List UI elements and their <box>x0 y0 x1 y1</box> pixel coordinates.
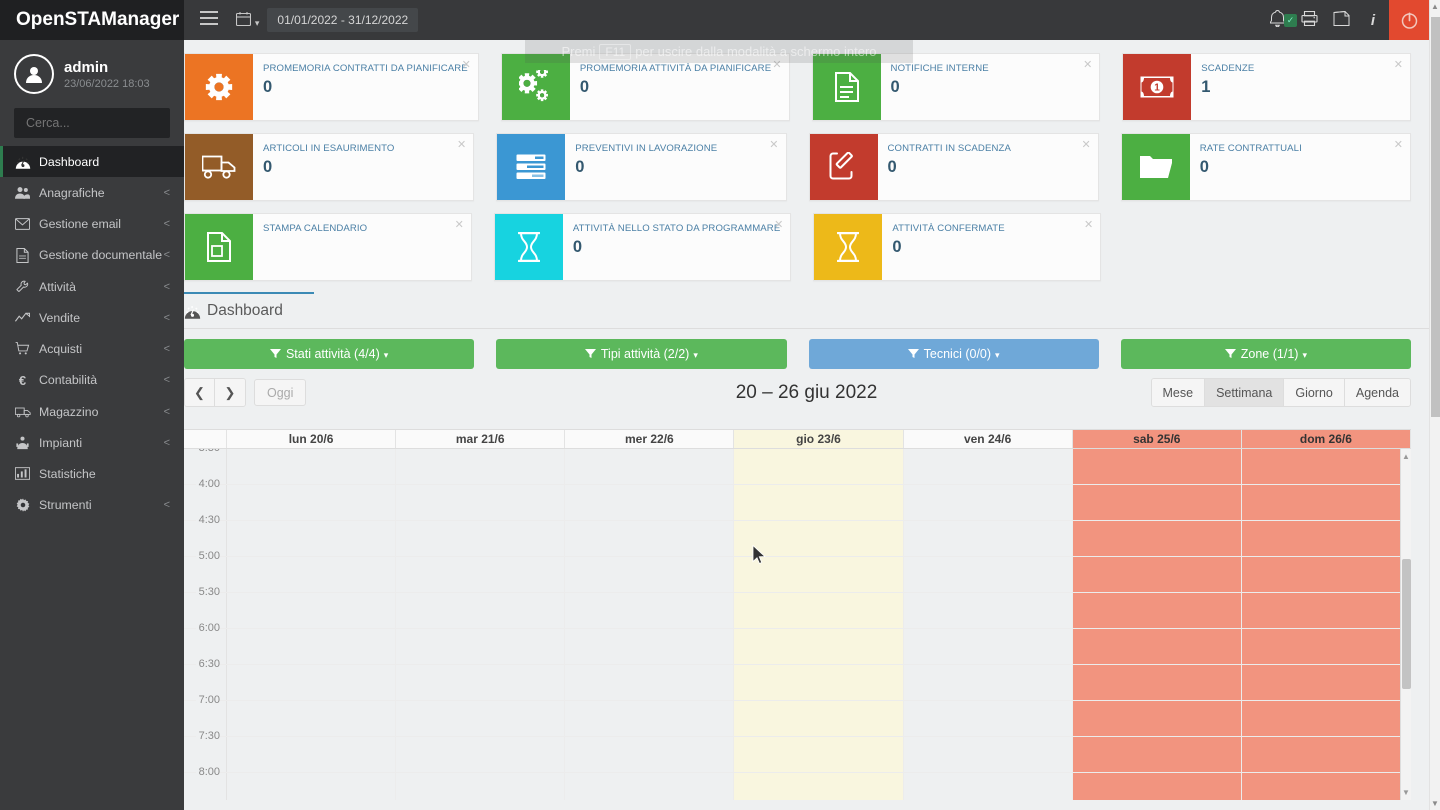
svg-text:1: 1 <box>1155 83 1161 94</box>
